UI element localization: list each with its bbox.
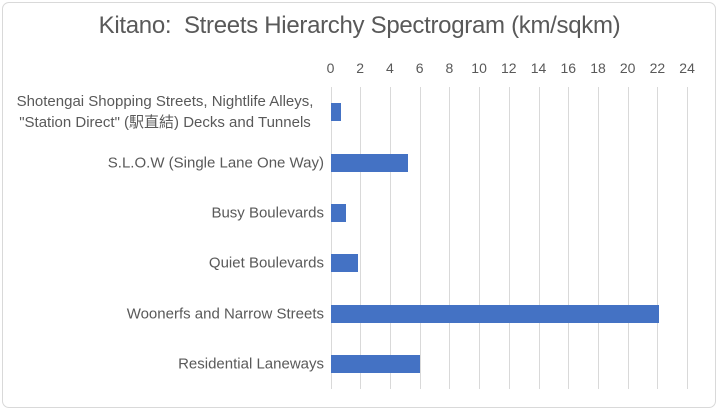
- gridline: [687, 87, 689, 389]
- category-label: S.L.O.W (Single Lane One Way): [107, 154, 324, 171]
- category-label: Quiet Boulevards: [208, 254, 324, 272]
- gridline: [389, 87, 391, 389]
- bar: [331, 304, 660, 323]
- bar: [331, 354, 421, 373]
- axis-tick-label: 0: [326, 60, 335, 76]
- bar: [331, 103, 342, 122]
- category-label: Shotengai Shopping Streets, Nightlife Al…: [16, 93, 314, 132]
- bar: [331, 254, 358, 273]
- axis-tick-label: 8: [445, 60, 454, 76]
- axis-tick-label: 24: [679, 60, 695, 76]
- axis-tick-label: 16: [560, 60, 577, 76]
- axis-tick-label: 22: [649, 60, 666, 76]
- gridline: [538, 87, 540, 389]
- category-label: Busy Boulevards: [211, 204, 324, 222]
- axis-tick-label: 14: [530, 60, 547, 76]
- axis-tick-label: 10: [471, 60, 487, 76]
- gridline: [627, 87, 629, 389]
- axis-tick-label: 12: [501, 60, 517, 76]
- bar: [331, 203, 346, 222]
- gridline: [657, 87, 659, 389]
- axis-tick-label: 20: [619, 60, 636, 76]
- gridline: [479, 87, 481, 389]
- category-label: Residential Laneways: [178, 355, 324, 373]
- gridline: [360, 87, 362, 389]
- category-axis: Shotengai Shopping Streets, Nightlife Al…: [0, 87, 324, 389]
- value-axis: 0 2 4 6 8 10 12 14 16 18 20 22 24: [0, 60, 719, 78]
- axis-tick-label: 6: [415, 60, 424, 76]
- gridline: [598, 87, 599, 389]
- gridline: [330, 87, 332, 389]
- plot-area: [0, 87, 719, 389]
- gridline: [508, 87, 510, 389]
- axis-tick-label: 2: [356, 60, 365, 76]
- axis-tick-label: 18: [590, 60, 606, 76]
- category-label: Woonerfs and Narrow Streets: [126, 305, 324, 322]
- chart-title: Kitano: Streets Hierarchy Spectrogram (k…: [98, 12, 621, 39]
- gridline: [419, 87, 421, 389]
- axis-tick-label: 4: [385, 60, 394, 76]
- bar: [331, 153, 409, 172]
- gridline: [449, 87, 451, 389]
- gridline: [568, 87, 570, 389]
